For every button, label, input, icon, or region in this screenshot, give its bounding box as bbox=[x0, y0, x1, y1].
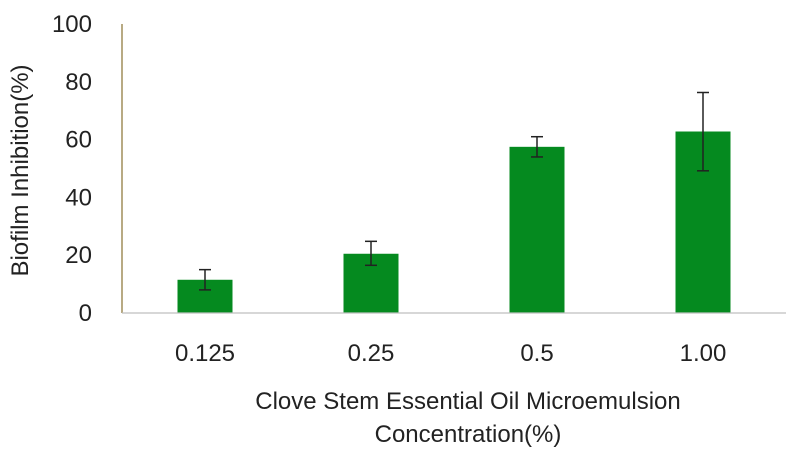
x-axis-title-line-1: Clove Stem Essential Oil Microemulsion bbox=[255, 388, 680, 415]
y-tick-label: 100 bbox=[52, 11, 92, 38]
error-bar bbox=[697, 91, 709, 172]
x-tick-labels: 0.125 0.25 0.5 1.00 bbox=[175, 340, 726, 367]
error-bar bbox=[531, 135, 543, 158]
y-axis-title: Biofilm Inhibition(%) bbox=[7, 64, 34, 276]
bars bbox=[177, 131, 731, 313]
y-tick-label: 40 bbox=[65, 184, 92, 211]
error-bar bbox=[365, 240, 377, 267]
error-bars bbox=[199, 91, 709, 291]
x-tick-label: 0.5 bbox=[520, 340, 553, 367]
bar bbox=[509, 146, 565, 313]
x-tick-label: 0.25 bbox=[348, 340, 395, 367]
y-tick-label: 0 bbox=[79, 300, 92, 327]
y-tick-label: 80 bbox=[65, 69, 92, 96]
x-axis-title-line-2: Concentration(%) bbox=[375, 421, 562, 448]
y-tick-label: 20 bbox=[65, 242, 92, 269]
y-tick-labels: 0 20 40 60 80 100 bbox=[52, 11, 92, 327]
error-bar bbox=[199, 268, 211, 291]
x-tick-label: 1.00 bbox=[680, 340, 727, 367]
y-tick-label: 60 bbox=[65, 127, 92, 154]
x-tick-label: 0.125 bbox=[175, 340, 235, 367]
